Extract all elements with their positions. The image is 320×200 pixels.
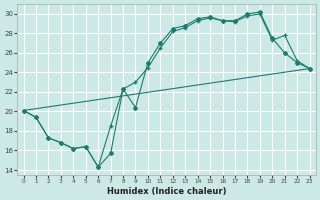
X-axis label: Humidex (Indice chaleur): Humidex (Indice chaleur) — [107, 187, 226, 196]
